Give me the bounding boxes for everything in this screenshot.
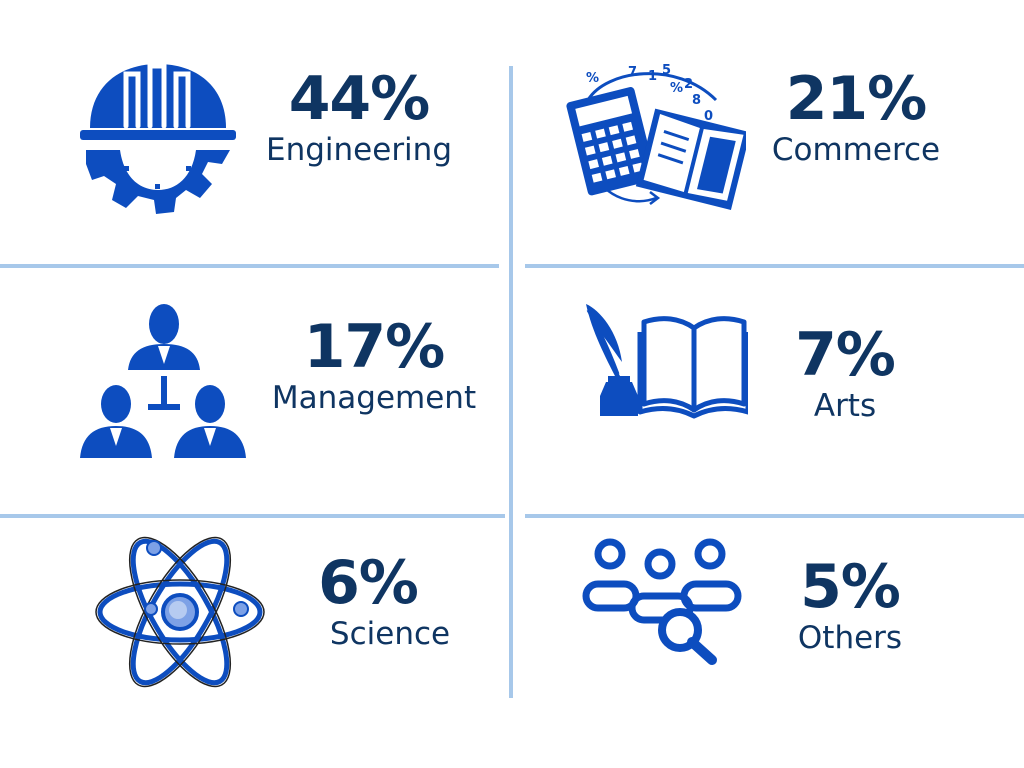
stat-engineering-value: 44% bbox=[288, 64, 431, 134]
svg-text:%: % bbox=[670, 81, 683, 96]
svg-text:%: % bbox=[586, 71, 599, 86]
engineering-helmet-gear-icon bbox=[76, 56, 240, 216]
stat-commerce-value: 21% bbox=[785, 64, 928, 134]
svg-text:5: 5 bbox=[662, 63, 671, 78]
horizontal-divider-left-1 bbox=[0, 264, 499, 268]
svg-text:0: 0 bbox=[704, 109, 713, 124]
stat-commerce-label: Commerce bbox=[771, 132, 941, 168]
stat-engineering: 44% Engineering bbox=[254, 68, 464, 170]
svg-text:7: 7 bbox=[628, 65, 637, 80]
stat-management-label: Management bbox=[271, 380, 477, 416]
quill-book-icon bbox=[582, 302, 748, 420]
atom-icon bbox=[94, 532, 266, 692]
stat-others: 5% Others bbox=[780, 556, 920, 658]
horizontal-divider-right-2 bbox=[525, 514, 1024, 518]
stat-commerce: 21% Commerce bbox=[756, 68, 956, 170]
stat-others-value: 5% bbox=[800, 552, 901, 622]
stat-science-value: 6% bbox=[318, 548, 419, 618]
stat-others-label: Others bbox=[797, 620, 903, 656]
stat-engineering-label: Engineering bbox=[266, 132, 452, 168]
stat-arts-label: Arts bbox=[813, 388, 877, 424]
stat-management: 17% Management bbox=[262, 316, 486, 418]
team-hierarchy-icon bbox=[78, 300, 248, 462]
horizontal-divider-left-2 bbox=[0, 514, 505, 518]
svg-text:2: 2 bbox=[684, 77, 693, 92]
stat-arts-value: 7% bbox=[795, 320, 896, 390]
stat-science-label: Science bbox=[329, 616, 451, 652]
stat-arts: 7% Arts bbox=[770, 324, 920, 426]
svg-text:1: 1 bbox=[648, 69, 657, 84]
horizontal-divider-right-1 bbox=[525, 264, 1024, 268]
stat-management-value: 17% bbox=[303, 312, 446, 382]
svg-text:8: 8 bbox=[692, 93, 701, 108]
stat-science: 6% Science bbox=[300, 552, 480, 654]
vertical-divider bbox=[509, 66, 513, 698]
people-search-icon bbox=[582, 538, 746, 666]
calculator-book-icon: % 7 1 5 % 2 8 0 bbox=[566, 60, 746, 210]
